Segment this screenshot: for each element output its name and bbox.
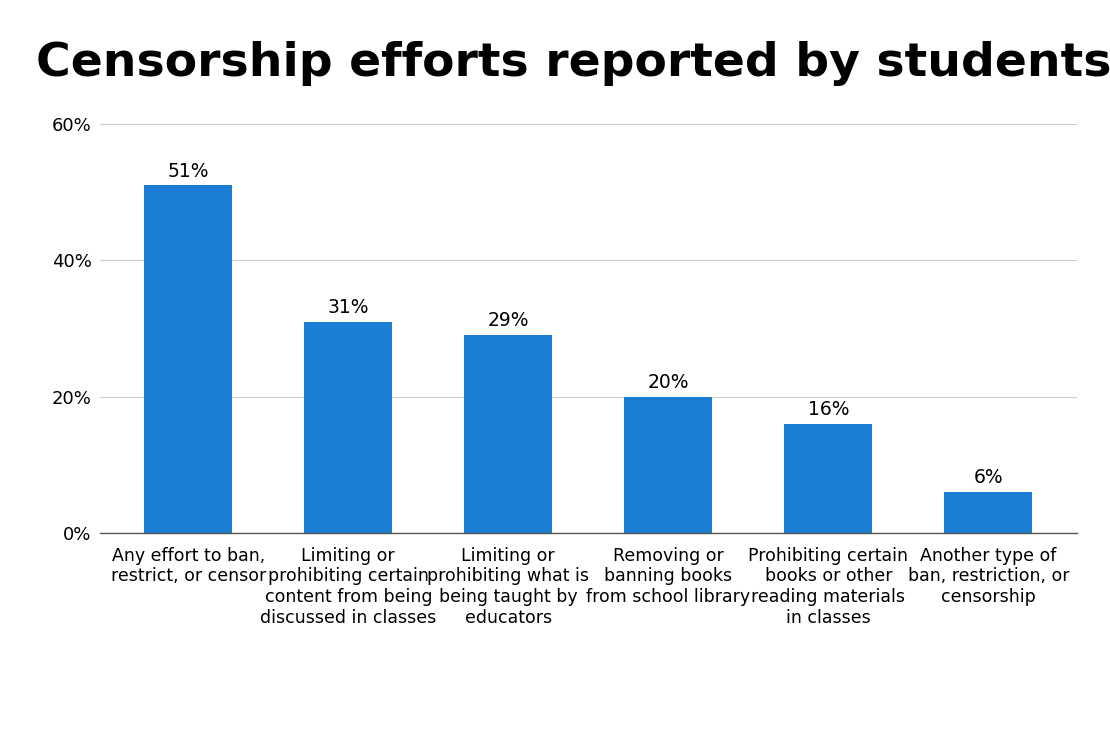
Text: 31%: 31% <box>327 297 369 317</box>
Text: 6%: 6% <box>973 468 1003 487</box>
Text: Censorship efforts reported by students: Censorship efforts reported by students <box>37 41 1110 86</box>
Bar <box>945 492 1032 533</box>
Bar <box>144 185 232 533</box>
Text: 20%: 20% <box>647 373 689 391</box>
Bar <box>624 397 713 533</box>
Text: 29%: 29% <box>487 312 529 331</box>
Text: 51%: 51% <box>168 161 209 181</box>
Bar <box>785 424 872 533</box>
Text: 16%: 16% <box>808 400 849 419</box>
Bar <box>304 322 392 533</box>
Bar <box>464 335 553 533</box>
